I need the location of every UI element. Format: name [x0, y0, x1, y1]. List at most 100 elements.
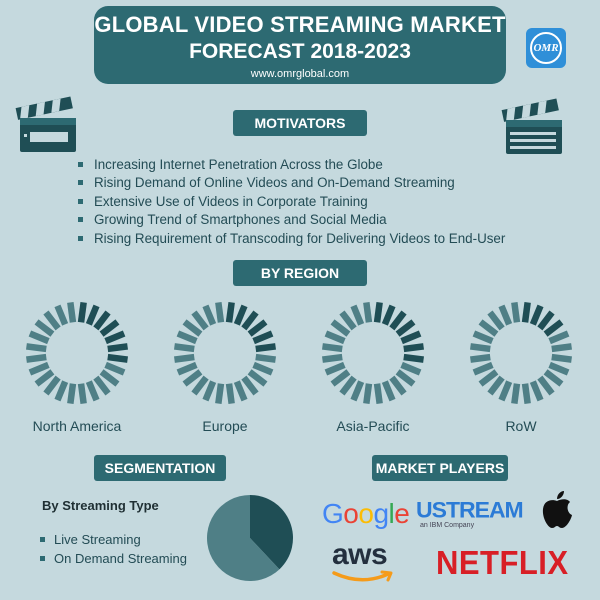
- ring-segment: [28, 361, 50, 376]
- list-item: Rising Demand of Online Videos and On-De…: [78, 174, 578, 192]
- ring-segment: [104, 330, 126, 345]
- region-label: Europe: [202, 418, 248, 434]
- google-logo: Google: [322, 498, 410, 530]
- segmentation-subtitle: By Streaming Type: [42, 498, 159, 513]
- ring-segment: [215, 302, 225, 323]
- ring-segment: [93, 375, 111, 396]
- ring-segment: [472, 330, 494, 345]
- ring-segment: [487, 310, 505, 331]
- ring-segment: [498, 380, 513, 402]
- ring-segment: [548, 361, 570, 376]
- ring-segment: [478, 369, 499, 387]
- region-label: Asia-Pacific: [336, 418, 410, 434]
- ring-segment: [403, 343, 424, 353]
- region-label: RoW: [505, 418, 537, 434]
- ustream-logo-text: USTREAM: [416, 497, 524, 523]
- ring-segment: [43, 375, 61, 396]
- ring-segment: [350, 304, 365, 326]
- ring-segment: [241, 375, 259, 396]
- ring-segment: [521, 383, 531, 404]
- ring-segment: [182, 319, 203, 337]
- bullet-icon: [40, 556, 45, 562]
- header-banner: GLOBAL VIDEO STREAMING MARKET FORECAST 2…: [94, 6, 506, 84]
- ring-segment: [26, 343, 47, 353]
- region-ring-asia-pacific: [322, 302, 424, 404]
- list-item: Extensive Use of Videos in Corporate Tra…: [78, 193, 578, 211]
- ring-segment: [373, 383, 383, 404]
- ustream-logo-subtext: an IBM Company: [420, 522, 475, 529]
- ring-segment: [77, 302, 87, 323]
- ring-segment: [202, 380, 217, 402]
- ring-segment: [400, 330, 422, 345]
- ring-segment: [233, 304, 248, 326]
- pie-slice-live: [250, 495, 293, 570]
- ring-segment: [324, 361, 346, 376]
- ring-segment: [174, 343, 195, 353]
- motivator-text: Rising Requirement of Transcoding for De…: [94, 230, 506, 246]
- ring-segment: [551, 353, 572, 363]
- ring-segment: [529, 380, 544, 402]
- ring-segment: [400, 361, 422, 376]
- ring-segment: [215, 383, 225, 404]
- region-label: North America: [32, 418, 122, 434]
- motivators-heading: MOTIVATORS: [233, 110, 367, 136]
- ring-segment: [99, 369, 120, 387]
- ring-segment: [255, 353, 276, 363]
- ring-segment: [529, 304, 544, 326]
- ring-segment: [389, 310, 407, 331]
- google-logo-letter: e: [394, 498, 410, 529]
- region-ring-europe: [174, 302, 276, 404]
- ring-segment: [85, 380, 100, 402]
- page-title-line2: FORECAST 2018-2023: [189, 40, 411, 63]
- ring-segment: [395, 369, 416, 387]
- ring-segment: [241, 310, 259, 331]
- bullet-icon: [78, 161, 83, 167]
- omr-logo-text: OMR: [530, 32, 562, 64]
- region-ring-row: [470, 302, 572, 404]
- google-logo-letter: G: [322, 498, 344, 529]
- pie-slice-on-demand: [206, 495, 280, 581]
- bullet-icon: [40, 537, 45, 543]
- ring-segment: [247, 369, 268, 387]
- motivator-text: Extensive Use of Videos in Corporate Tra…: [94, 193, 368, 209]
- ring-segment: [339, 375, 357, 396]
- ring-segment: [543, 319, 564, 337]
- ring-segment: [403, 353, 424, 363]
- page-title-line1: GLOBAL VIDEO STREAMING MARKET: [94, 12, 506, 37]
- ring-segment: [252, 330, 274, 345]
- ring-segment: [487, 375, 505, 396]
- ring-segment: [182, 369, 203, 387]
- list-item: Live Streaming: [40, 530, 187, 549]
- ring-segment: [252, 361, 274, 376]
- ring-segment: [324, 330, 346, 345]
- bullet-icon: [78, 180, 83, 186]
- ring-segment: [330, 369, 351, 387]
- ring-segment: [176, 361, 198, 376]
- ring-segment: [521, 302, 531, 323]
- ring-segment: [350, 380, 365, 402]
- ring-segment: [395, 319, 416, 337]
- ring-segment: [322, 343, 343, 353]
- website-link[interactable]: www.omrglobal.com: [250, 68, 350, 80]
- ring-segment: [478, 319, 499, 337]
- ring-segment: [67, 383, 77, 404]
- google-logo-letter: l: [388, 498, 395, 529]
- ring-segment: [34, 369, 55, 387]
- ring-segment: [26, 353, 47, 363]
- list-item: Rising Requirement of Transcoding for De…: [78, 230, 578, 248]
- ring-segment: [54, 304, 69, 326]
- ring-segment: [498, 304, 513, 326]
- ring-segment: [470, 343, 491, 353]
- ring-segment: [28, 330, 50, 345]
- ring-segment: [93, 310, 111, 331]
- ring-segment: [511, 302, 521, 323]
- ring-segment: [233, 380, 248, 402]
- ring-segment: [389, 375, 407, 396]
- ring-segment: [551, 343, 572, 353]
- clapperboard-icon: [501, 98, 562, 154]
- google-logo-letter: o: [343, 498, 359, 529]
- ring-segment: [255, 343, 276, 353]
- ring-segment: [381, 304, 396, 326]
- ring-segment: [54, 380, 69, 402]
- ring-segment: [107, 353, 128, 363]
